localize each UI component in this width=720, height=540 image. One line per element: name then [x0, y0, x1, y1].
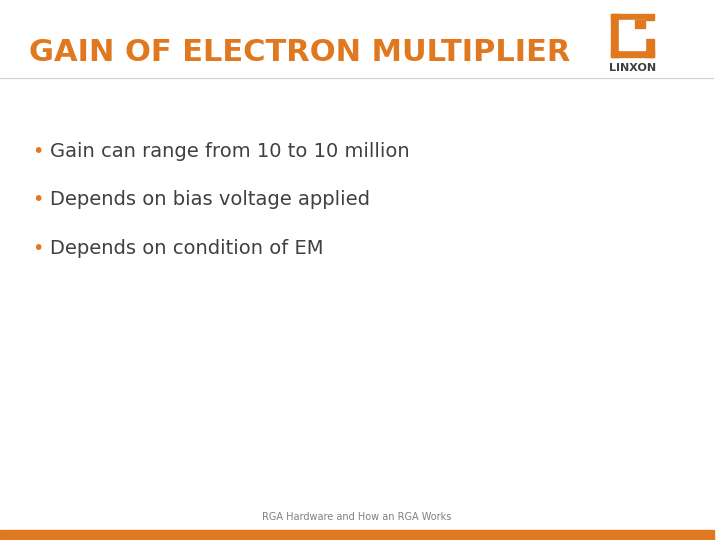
Text: RGA Hardware and How an RGA Works: RGA Hardware and How an RGA Works	[263, 512, 452, 522]
Text: GAIN OF ELECTRON MULTIPLIER: GAIN OF ELECTRON MULTIPLIER	[29, 38, 570, 67]
Bar	[611, 14, 619, 57]
Bar	[619, 20, 645, 50]
Bar	[0, 530, 714, 540]
Text: •: •	[32, 141, 43, 161]
Text: LINXON: LINXON	[608, 63, 656, 73]
Bar	[611, 50, 654, 57]
Text: •: •	[32, 190, 43, 210]
Bar	[635, 20, 645, 28]
Text: Depends on condition of EM: Depends on condition of EM	[50, 239, 323, 258]
Text: •: •	[32, 239, 43, 258]
Text: Depends on bias voltage applied: Depends on bias voltage applied	[50, 190, 370, 210]
Bar	[611, 14, 654, 20]
Bar	[645, 39, 654, 57]
Text: Gain can range from 10 to 10 million: Gain can range from 10 to 10 million	[50, 141, 410, 161]
